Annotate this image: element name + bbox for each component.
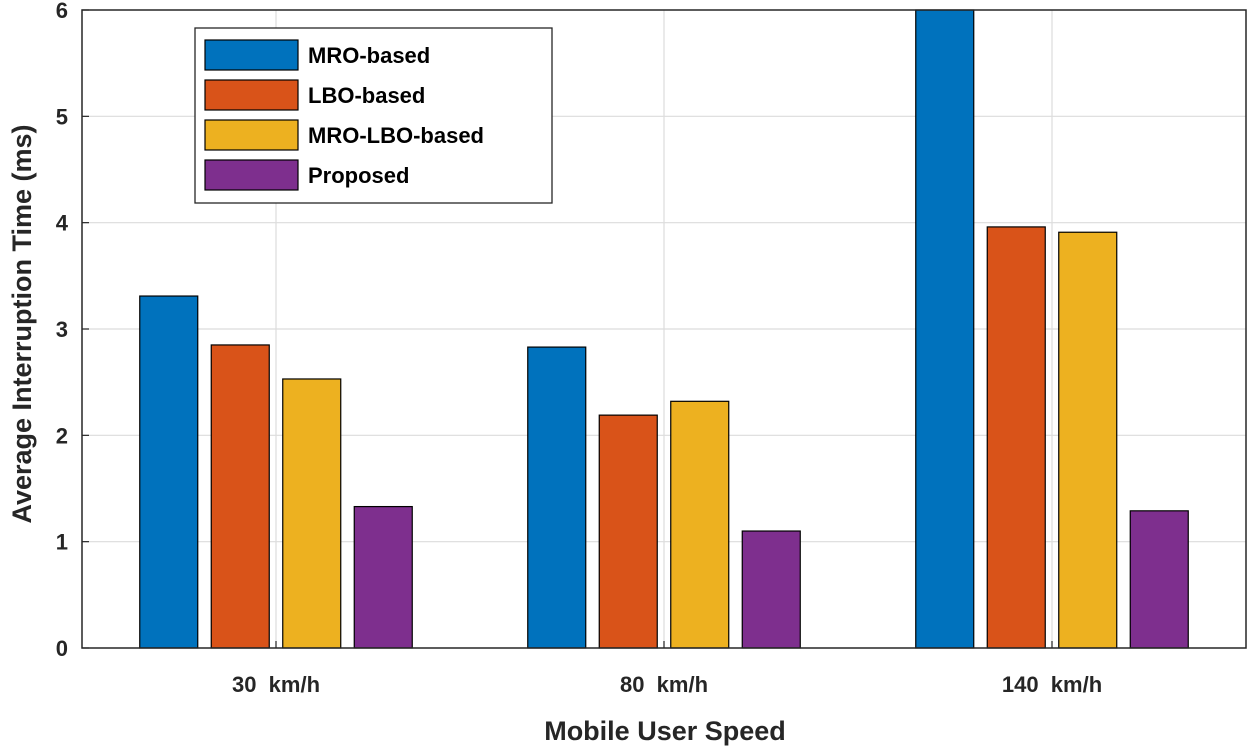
- bar-lbo-based: [986, 226, 1046, 649]
- y-tick-label: 3: [56, 317, 68, 342]
- y-tick-label: 0: [56, 636, 68, 661]
- bar-mro-based: [915, 9, 975, 649]
- bars: [139, 9, 1189, 649]
- legend-swatch: [204, 79, 299, 111]
- bar-mro-lbo-based: [282, 378, 342, 649]
- y-axis-label: Average Interruption Time (ms): [7, 124, 37, 523]
- y-tick-label: 6: [56, 0, 68, 23]
- y-tick-label: 1: [56, 530, 68, 555]
- axes: 0 1 2 3 4 5 6 30 km/h 80 km/h 140 km/h: [56, 0, 1247, 697]
- legend-swatch: [204, 119, 299, 151]
- legend-label: MRO-LBO-based: [308, 123, 484, 148]
- bar-mro-based: [527, 346, 587, 649]
- x-tick-label: 80 km/h: [620, 672, 708, 697]
- bar-mro-based: [139, 295, 199, 649]
- legend-swatch: [204, 39, 299, 71]
- legend-label: Proposed: [308, 163, 409, 188]
- y-tick-label: 5: [56, 104, 68, 129]
- bar-mro-lbo-based: [1058, 231, 1118, 649]
- legend: MRO-based LBO-based MRO-LBO-based Proposed: [194, 27, 553, 204]
- bar-proposed: [1129, 510, 1189, 649]
- x-tick-label: 30 km/h: [232, 672, 320, 697]
- legend-swatch: [204, 159, 299, 191]
- bar-lbo-based: [210, 344, 270, 649]
- y-tick-label: 4: [56, 211, 69, 236]
- legend-label: MRO-based: [308, 43, 430, 68]
- bar-mro-lbo-based: [670, 400, 730, 649]
- y-tick-label: 2: [56, 423, 68, 448]
- bar-proposed: [741, 530, 801, 649]
- legend-label: LBO-based: [308, 83, 425, 108]
- bar-lbo-based: [598, 414, 658, 649]
- plot-frame: [81, 9, 1247, 649]
- x-tick-label: 140 km/h: [1002, 672, 1102, 697]
- bar-proposed: [353, 505, 413, 649]
- x-axis-label: Mobile User Speed: [544, 716, 786, 746]
